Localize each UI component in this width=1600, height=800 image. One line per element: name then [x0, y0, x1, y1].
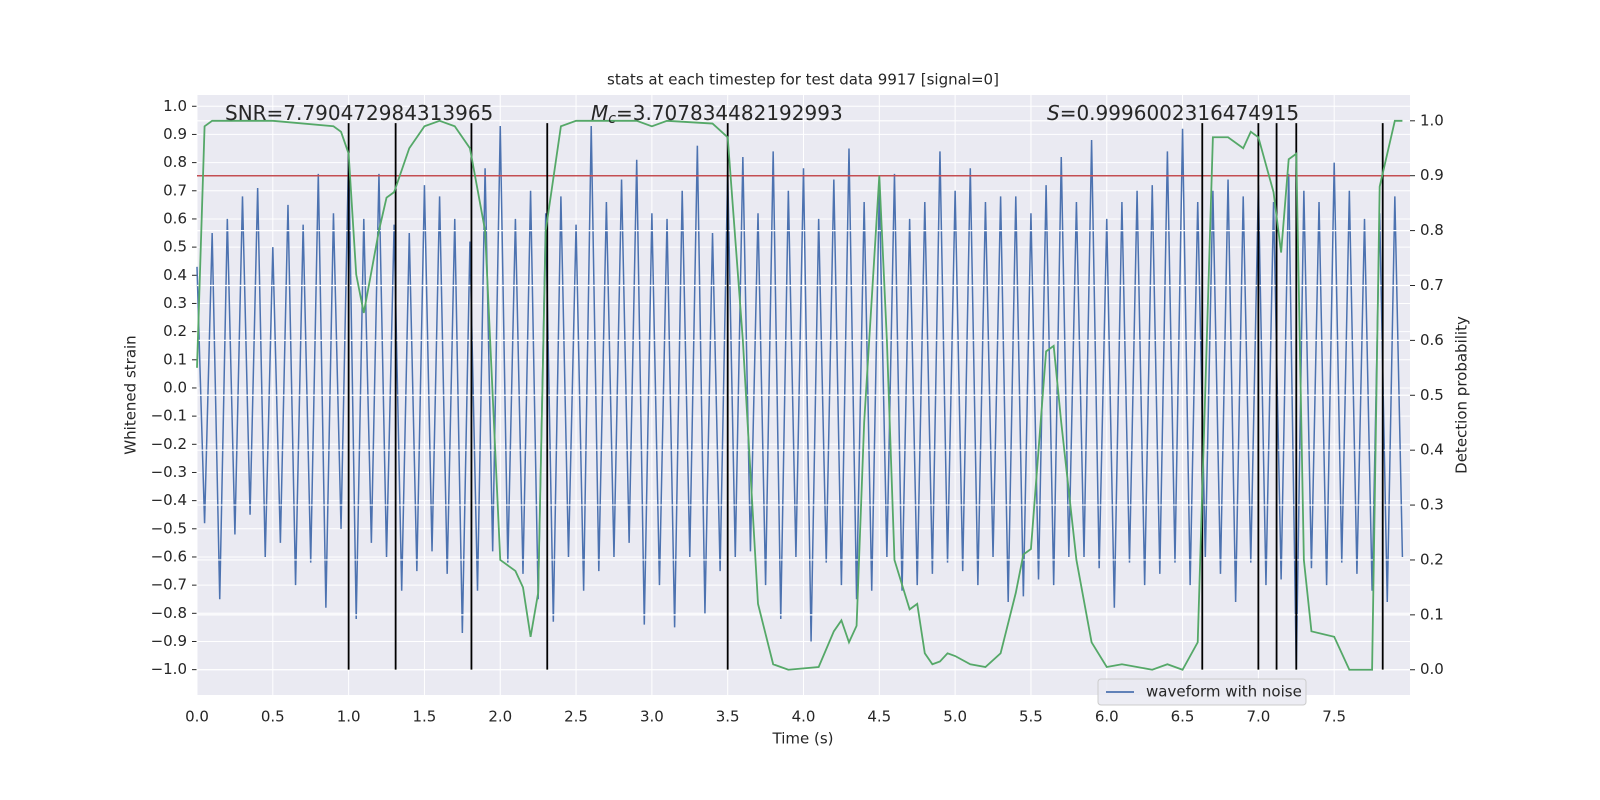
annotation-symbol: M	[591, 101, 608, 125]
annotation-text: =0.9996002316474915	[1060, 101, 1299, 125]
y2-tick-label: 1.0	[1420, 111, 1444, 129]
x-axis-label: Time (s)	[772, 730, 834, 748]
x-tick-label: 6.0	[1095, 708, 1119, 726]
y2-tick-label: 0.0	[1420, 660, 1444, 678]
annotation-symbol: S	[1047, 101, 1060, 125]
y-tick-label: 0.0	[163, 378, 187, 396]
y-tick-label: 0.8	[163, 153, 187, 171]
x-tick-label: 4.5	[867, 708, 891, 726]
x-tick-label: 2.5	[564, 708, 588, 726]
probability-line	[196, 119, 1403, 671]
y-tick-label: 0.7	[163, 181, 187, 199]
y2-tick-label: 0.7	[1420, 276, 1444, 294]
y-tick-label: −0.9	[151, 632, 187, 650]
y2-tick-label: 0.1	[1420, 605, 1444, 623]
x-tick-label: 7.0	[1246, 708, 1270, 726]
legend-label: waveform with noise	[1146, 683, 1302, 701]
x-tick-label: 5.0	[943, 708, 967, 726]
y-tick-label: 1.0	[163, 97, 187, 115]
y-tick-label: −0.5	[151, 519, 187, 537]
y-tick-label: 0.3	[163, 294, 187, 312]
x-tick-label: 5.5	[1019, 708, 1043, 726]
y-tick-label: −0.3	[151, 463, 187, 481]
x-tick-label: 6.5	[1171, 708, 1195, 726]
x-tick-label: 3.0	[640, 708, 664, 726]
annotation: S=0.9996002316474915	[1047, 101, 1299, 125]
y-tick-label: 0.9	[163, 125, 187, 143]
x-tick-label: 0.0	[185, 708, 209, 726]
y2-tick-label: 0.3	[1420, 496, 1444, 514]
y2-tick-label: 0.5	[1420, 386, 1444, 404]
y-tick-label: −0.4	[151, 491, 187, 509]
x-tick-label: 1.0	[337, 708, 361, 726]
legend-box	[1097, 678, 1307, 706]
y-tick-label: 0.4	[163, 266, 187, 284]
y2-tick-label: 0.2	[1420, 550, 1444, 568]
y-tick-label: 0.5	[163, 238, 187, 256]
x-tick-label: 4.0	[792, 708, 816, 726]
y-tick-label: 0.2	[163, 322, 187, 340]
y-axis-label: Whitened strain	[122, 335, 140, 454]
y-tick-label: −0.1	[151, 407, 187, 425]
y2-tick-label: 0.8	[1420, 221, 1444, 239]
y-tick-label: 0.1	[163, 350, 187, 368]
y-tick-label: −0.7	[151, 576, 187, 594]
annotation-text: SNR=7.790472984313965	[225, 101, 493, 125]
y-tick-label: −1.0	[151, 660, 187, 678]
annotation: Mc=3.707834482192993	[591, 101, 843, 128]
y-tick-label: 0.6	[163, 209, 187, 227]
annotation: SNR=7.790472984313965	[225, 101, 493, 125]
x-tick-label: 0.5	[261, 708, 285, 726]
y2-tick-label: 0.6	[1420, 331, 1444, 349]
annotation-text: =3.707834482192993	[616, 101, 843, 125]
y-tick-label: −0.6	[151, 547, 187, 565]
y2-tick-label: 0.4	[1420, 441, 1444, 459]
chart-title: stats at each timestep for test data 991…	[607, 71, 999, 89]
y-tick-label: −0.8	[151, 604, 187, 622]
y2-axis-label: Detection probability	[1453, 316, 1471, 474]
annotation-subscript: c	[608, 111, 616, 127]
y2-tick-label: 0.9	[1420, 166, 1444, 184]
x-tick-label: 1.5	[413, 708, 437, 726]
y-tick-label: −0.2	[151, 435, 187, 453]
x-tick-label: 3.5	[716, 708, 740, 726]
x-tick-label: 7.5	[1322, 708, 1346, 726]
x-tick-label: 2.0	[488, 708, 512, 726]
